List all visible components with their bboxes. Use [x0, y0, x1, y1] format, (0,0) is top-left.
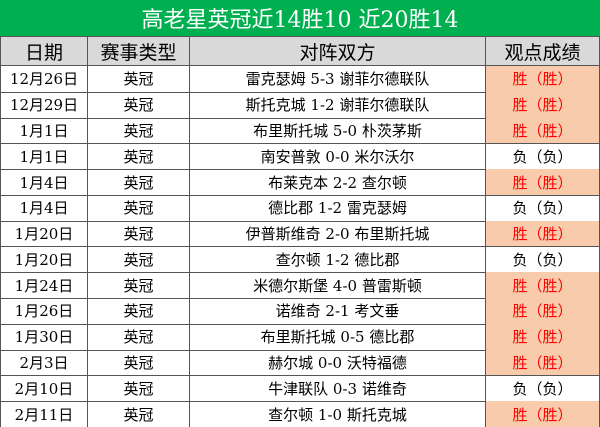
table-cell: 2月10日	[0, 375, 88, 403]
table-cell: 英冠	[88, 272, 190, 300]
table-cell: 英冠	[88, 143, 190, 171]
table-cell: 布里斯托城 0-5 德比郡	[190, 323, 486, 351]
header-cell: 对阵双方	[190, 37, 486, 66]
table-cell: 赫尔城 0-0 沃特福德	[190, 349, 486, 377]
header-cell: 日期	[0, 37, 88, 66]
table-cell: 负（负）	[486, 246, 600, 274]
table-cell: 英冠	[88, 169, 190, 196]
table-cell: 胜（胜）	[486, 401, 600, 427]
table-cell: 1月4日	[0, 169, 88, 196]
table-cell: 1月1日	[0, 117, 88, 145]
table-cell: 英冠	[88, 220, 190, 248]
table-cell: 胜（胜）	[486, 117, 600, 145]
table-cell: 负（负）	[486, 143, 600, 171]
table-cell: 胜（胜）	[486, 66, 600, 93]
table-cell: 查尔顿 1-2 德比郡	[190, 246, 486, 274]
table-cell: 查尔顿 1-0 斯托克城	[190, 401, 486, 427]
table-cell: 英冠	[88, 375, 190, 403]
table-cell: 斯托克城 1-2 谢菲尔德联队	[190, 91, 486, 119]
table-cell: 胜（胜）	[486, 272, 600, 300]
table-cell: 诺维奇 2-1 考文垂	[190, 298, 486, 325]
table-cell: 胜（胜）	[486, 169, 600, 196]
table-cell: 雷克瑟姆 5-3 谢菲尔德联队	[190, 66, 486, 93]
table-cell: 英冠	[88, 246, 190, 274]
table-cell: 英冠	[88, 194, 190, 222]
table-cell: 米德尔斯堡 4-0 普雷斯顿	[190, 272, 486, 300]
table-cell: 1月24日	[0, 272, 88, 300]
table-cell: 负（负）	[486, 194, 600, 222]
table-cell: 1月20日	[0, 246, 88, 274]
table-cell: 1月30日	[0, 323, 88, 351]
table-cell: 2月3日	[0, 349, 88, 377]
table-cell: 伊普斯维奇 2-0 布里斯托城	[190, 220, 486, 248]
table-cell: 胜（胜）	[486, 349, 600, 377]
table-cell: 12月29日	[0, 91, 88, 119]
table-cell: 负（负）	[486, 375, 600, 403]
table-cell: 英冠	[88, 401, 190, 427]
table-cell: 英冠	[88, 349, 190, 377]
table-cell: 南安普敦 0-0 米尔沃尔	[190, 143, 486, 171]
table-cell: 1月26日	[0, 298, 88, 325]
table-cell: 英冠	[88, 323, 190, 351]
table-cell: 英冠	[88, 117, 190, 145]
table-cell: 2月11日	[0, 401, 88, 427]
table-title: 高老星英冠近14胜10 近20胜14	[0, 0, 600, 37]
table-cell: 胜（胜）	[486, 323, 600, 351]
table-cell: 胜（胜）	[486, 91, 600, 119]
table-cell: 12月26日	[0, 66, 88, 93]
table-cell: 1月1日	[0, 143, 88, 171]
table-cell: 英冠	[88, 91, 190, 119]
table-cell: 胜（胜）	[486, 220, 600, 248]
table-cell: 牛津联队 0-3 诺维奇	[190, 375, 486, 403]
header-cell: 观点成绩	[486, 37, 600, 66]
table-cell: 英冠	[88, 298, 190, 325]
table-cell: 英冠	[88, 66, 190, 93]
table-cell: 布里斯托城 5-0 朴茨茅斯	[190, 117, 486, 145]
header-cell: 赛事类型	[88, 37, 190, 66]
table-cell: 布莱克本 2-2 查尔顿	[190, 169, 486, 196]
table-cell: 1月20日	[0, 220, 88, 248]
table-cell: 德比郡 1-2 雷克瑟姆	[190, 194, 486, 222]
table-cell: 胜（胜）	[486, 298, 600, 325]
table-cell: 1月4日	[0, 194, 88, 222]
